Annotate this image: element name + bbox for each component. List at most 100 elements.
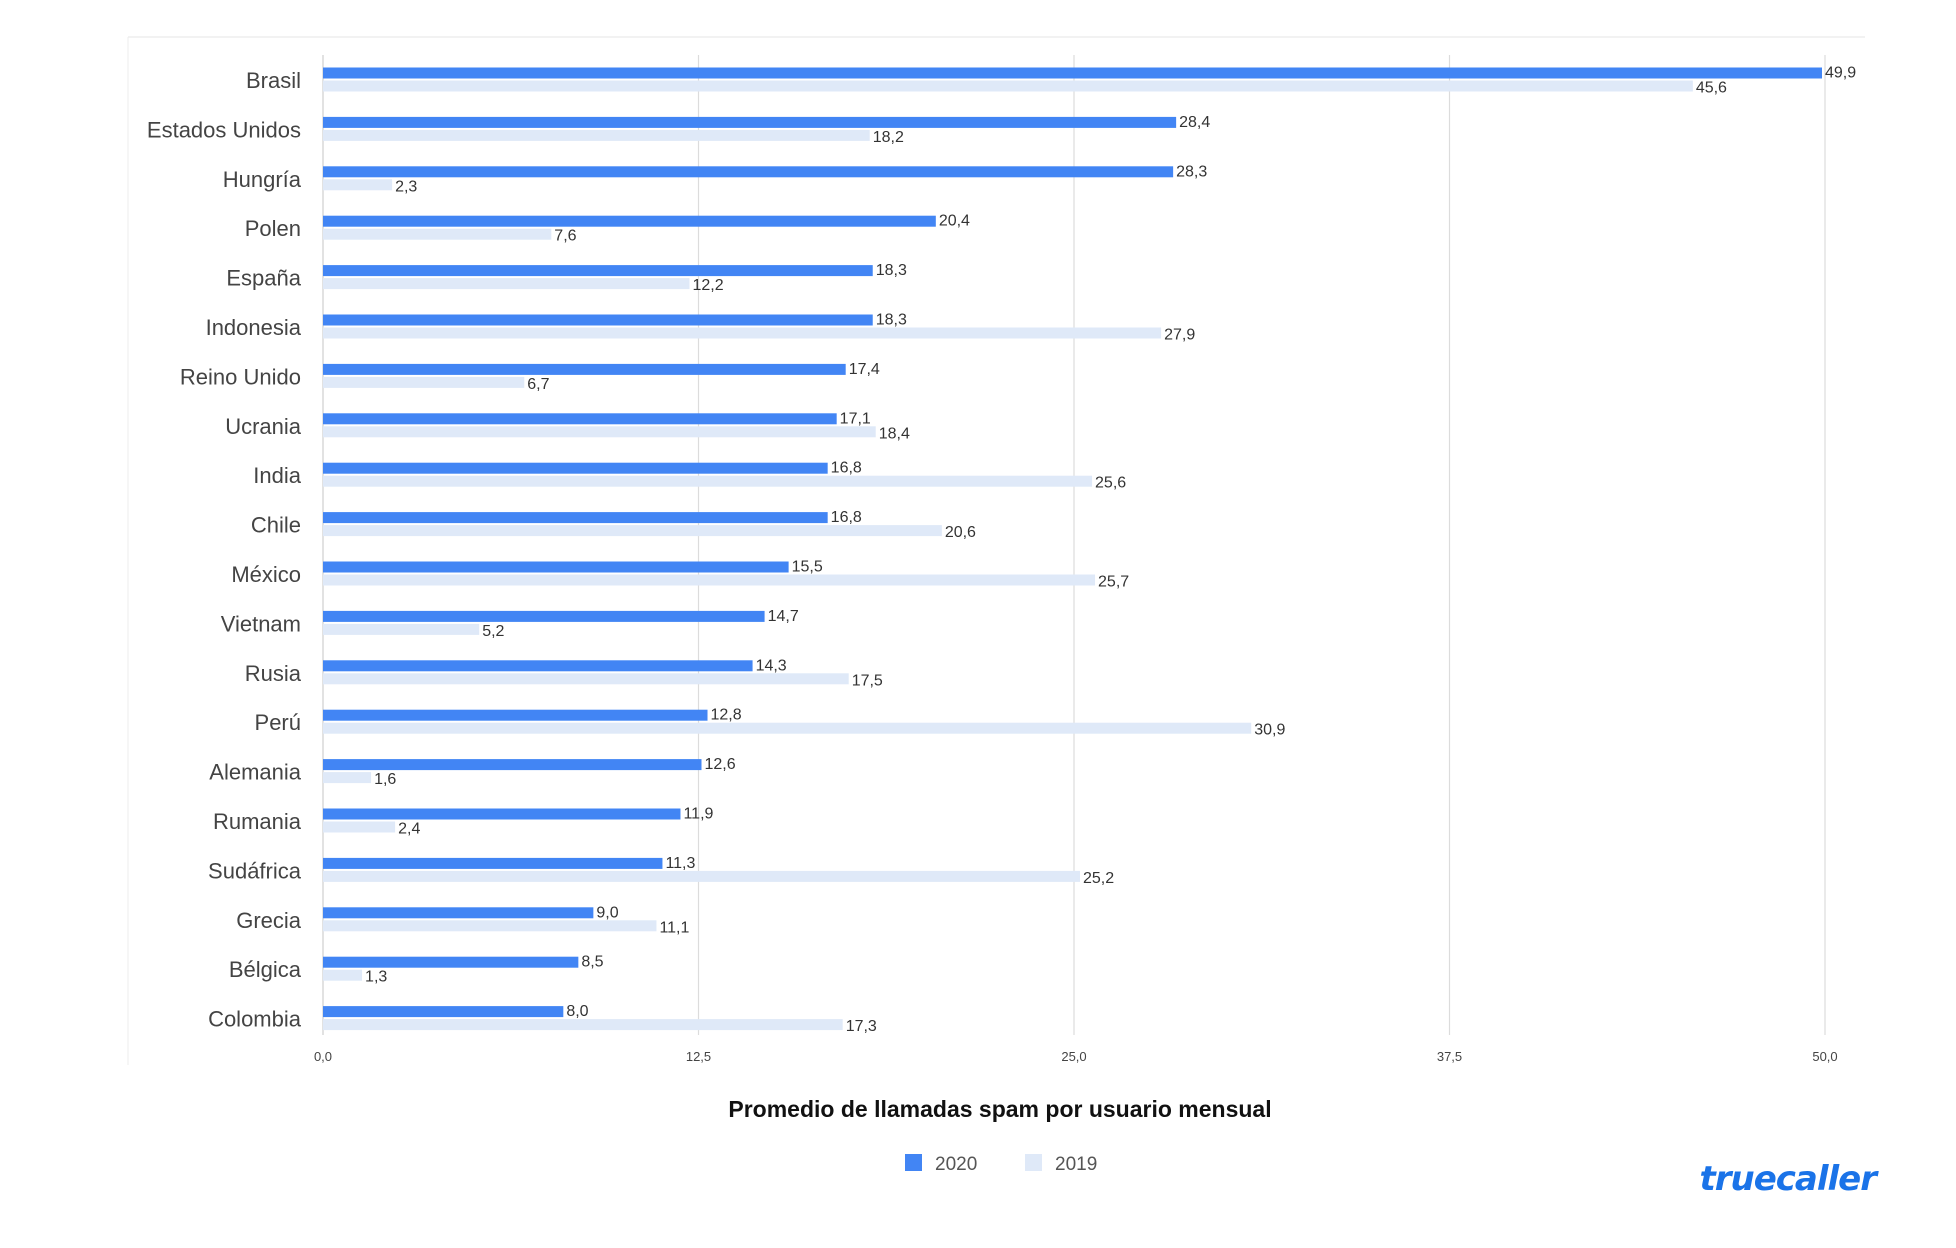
- data-label-2019: 18,4: [879, 425, 910, 442]
- bar-2019: [323, 129, 870, 141]
- data-label-2019: 6,7: [527, 376, 549, 393]
- bar-2020: [323, 857, 663, 869]
- bar-2019: [323, 327, 1162, 339]
- x-tick-label: 25,0: [1061, 1049, 1086, 1064]
- data-label-2020: 20,4: [939, 213, 970, 230]
- bar-2020: [323, 1006, 564, 1018]
- data-label-2019: 17,3: [846, 1018, 877, 1035]
- bar-2019: [323, 376, 525, 388]
- data-label-2019: 5,2: [482, 623, 504, 640]
- x-tick-label: 12,5: [686, 1049, 711, 1064]
- bar-2020: [323, 808, 681, 820]
- bar-2019: [323, 722, 1252, 734]
- bar-2020: [323, 512, 828, 524]
- data-label-2019: 25,7: [1098, 574, 1129, 591]
- bar-2019: [323, 475, 1093, 487]
- bar-2020: [323, 116, 1177, 128]
- data-label-2019: 11,1: [659, 919, 689, 936]
- bar-2020: [323, 610, 765, 622]
- data-label-2019: 7,6: [554, 228, 576, 245]
- bar-2019: [323, 920, 657, 932]
- bar-2019: [323, 426, 876, 438]
- data-label-2020: 8,5: [581, 954, 603, 971]
- legend-label-2019: 2019: [1055, 1154, 1097, 1175]
- bar-2020: [323, 265, 873, 277]
- data-label-2019: 1,6: [374, 771, 396, 788]
- bar-2019: [323, 673, 849, 685]
- bar-2019: [323, 772, 372, 784]
- bar-2020: [323, 660, 753, 672]
- data-label-2020: 14,3: [756, 657, 787, 674]
- bar-2019: [323, 179, 393, 191]
- data-label-2020: 16,8: [831, 509, 862, 526]
- category-label: Polen: [245, 216, 301, 241]
- bar-2020: [323, 363, 846, 375]
- bar-2020: [323, 67, 1822, 79]
- data-label-2019: 20,6: [945, 524, 976, 541]
- bar-2020: [323, 462, 828, 474]
- data-label-2020: 12,6: [705, 756, 736, 773]
- bar-2019: [323, 80, 1693, 92]
- category-label: Estados Unidos: [147, 117, 301, 142]
- bar-2019: [323, 574, 1096, 586]
- data-label-2020: 9,0: [596, 904, 618, 921]
- x-axis-title: Promedio de llamadas spam por usuario me…: [728, 1096, 1271, 1122]
- bar-2020: [323, 561, 789, 573]
- data-label-2020: 11,3: [665, 855, 695, 872]
- data-label-2020: 8,0: [566, 1003, 588, 1020]
- x-tick-label: 37,5: [1437, 1049, 1462, 1064]
- category-label: Hungría: [223, 167, 302, 192]
- category-label: España: [226, 266, 301, 291]
- legend: 2020 2019: [905, 1154, 1097, 1175]
- category-label: Rumania: [213, 809, 302, 834]
- legend-swatch-2019: [1025, 1154, 1042, 1171]
- bar-2019: [323, 969, 363, 981]
- category-label: Vietnam: [221, 611, 301, 636]
- bar-2019: [323, 623, 480, 635]
- bar-2020: [323, 314, 873, 326]
- category-label: Grecia: [236, 908, 302, 933]
- data-label-2019: 12,2: [692, 277, 723, 294]
- bar-2020: [323, 907, 594, 919]
- data-label-2020: 17,4: [849, 361, 880, 378]
- bar-2020: [323, 956, 579, 968]
- bar-2019: [323, 821, 396, 833]
- data-label-2019: 45,6: [1696, 80, 1727, 97]
- data-label-2019: 17,5: [852, 672, 883, 689]
- data-label-2019: 25,6: [1095, 475, 1126, 492]
- bar-2019: [323, 870, 1081, 882]
- data-label-2019: 18,2: [873, 129, 904, 146]
- category-label: Bélgica: [229, 957, 302, 982]
- bar-2019: [323, 525, 942, 537]
- bar-2020: [323, 759, 702, 771]
- data-label-2020: 28,4: [1179, 114, 1210, 131]
- data-label-2019: 25,2: [1083, 870, 1114, 887]
- data-label-2020: 16,8: [831, 460, 862, 477]
- data-label-2020: 18,3: [876, 262, 907, 279]
- data-label-2020: 49,9: [1825, 65, 1856, 82]
- data-label-2019: 2,4: [398, 821, 420, 838]
- data-label-2020: 14,7: [768, 608, 799, 625]
- category-label: India: [253, 463, 301, 488]
- bar-2019: [323, 228, 552, 240]
- category-label: México: [231, 562, 301, 587]
- category-label: Ucrania: [225, 414, 302, 439]
- bar-2020: [323, 215, 936, 227]
- category-label: Chile: [251, 513, 301, 538]
- bar-2020: [323, 413, 837, 425]
- data-label-2020: 15,5: [792, 559, 823, 576]
- data-label-2020: 17,1: [840, 410, 871, 427]
- data-label-2019: 1,3: [365, 969, 387, 986]
- x-tick-label: 0,0: [314, 1049, 332, 1064]
- bar-2020: [323, 166, 1174, 178]
- category-label: Sudáfrica: [208, 858, 302, 883]
- category-label: Colombia: [208, 1007, 302, 1032]
- data-label-2019: 2,3: [395, 178, 417, 195]
- x-tick-label: 50,0: [1812, 1049, 1837, 1064]
- data-label-2020: 11,9: [683, 806, 713, 823]
- legend-label-2020: 2020: [935, 1154, 977, 1175]
- category-label: Alemania: [209, 760, 301, 785]
- data-label-2019: 27,9: [1164, 327, 1195, 344]
- category-label: Perú: [255, 710, 301, 735]
